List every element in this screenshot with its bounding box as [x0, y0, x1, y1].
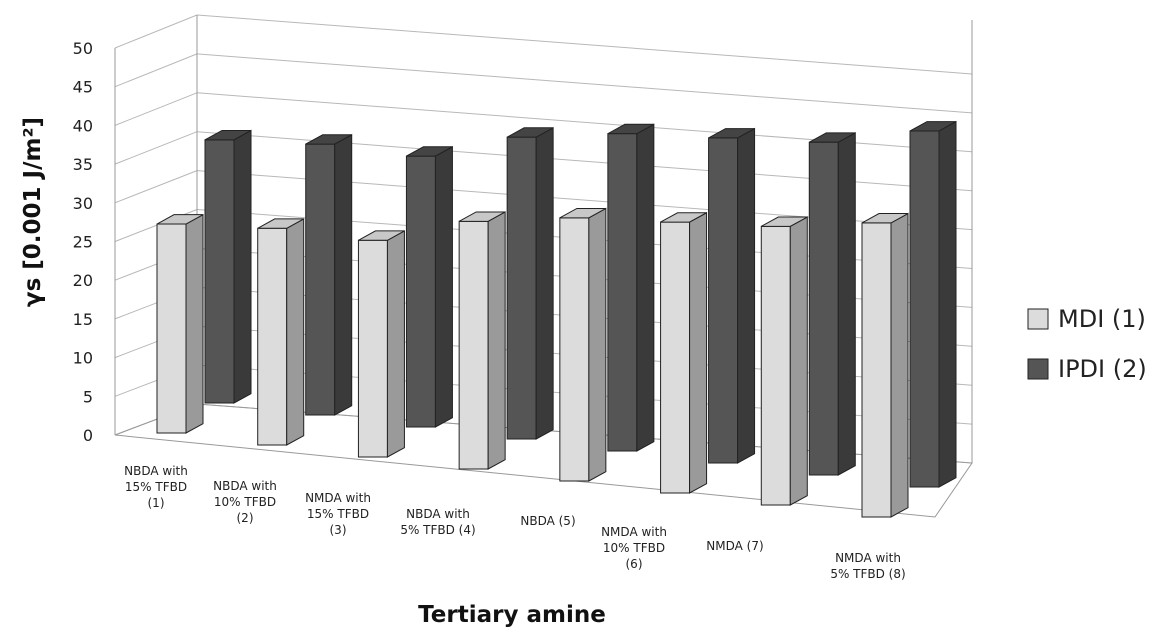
bar-mdi — [458, 211, 506, 470]
bar-ipdi — [506, 126, 554, 440]
x-tick-label: NMDA with 5% TFBD (8) — [830, 551, 905, 581]
gridline-side — [114, 131, 198, 165]
gridline-side — [114, 53, 198, 88]
y-tick-label: 20 — [73, 271, 93, 290]
bar-mdi — [861, 212, 909, 518]
x-tick-label: NBDA with 15% TFBD (1) — [124, 464, 188, 510]
gridline-side — [114, 14, 198, 49]
gridline-back — [196, 53, 973, 114]
y-tick-label: 10 — [73, 349, 93, 368]
bar-ipdi — [607, 123, 655, 452]
x-tick-label: NBDA with 5% TFBD (4) — [400, 507, 475, 537]
bar-mdi — [760, 216, 808, 506]
x-tick-label: NMDA (7) — [706, 539, 763, 553]
bar-mdi — [156, 213, 204, 434]
x-tick-label: NBDA with 10% TFBD (2) — [213, 479, 277, 525]
y-tick-label: 25 — [73, 233, 93, 252]
legend-label: IPDI (2) — [1058, 355, 1147, 383]
y-tick-label: 45 — [73, 78, 93, 97]
bar-ipdi — [405, 145, 453, 428]
y-tick-label: 15 — [73, 310, 93, 329]
y-tick-label: 40 — [73, 116, 93, 135]
bar-mdi — [559, 207, 607, 482]
gridline-side — [114, 170, 198, 204]
x-axis-labels: NBDA with 15% TFBD (1) NBDA with 10% TFBD (2)… — [124, 464, 906, 581]
x-axis-title: Tertiary amine — [418, 602, 606, 628]
bar-ipdi — [909, 120, 957, 488]
bar-ipdi — [708, 127, 756, 464]
y-tick-label: 5 — [83, 387, 93, 406]
bar-mdi — [660, 211, 708, 494]
y-tick-label: 0 — [83, 426, 93, 445]
y-tick-label: 30 — [73, 194, 93, 213]
bar-ipdi — [305, 133, 353, 416]
bars — [156, 120, 957, 518]
legend-swatch — [1027, 358, 1049, 380]
x-tick-label: NMDA with 15% TFBD (3) — [305, 491, 371, 537]
bar-mdi — [357, 230, 405, 458]
bar-ipdi — [808, 131, 856, 476]
y-tick-label: 50 — [73, 39, 93, 58]
y-tick-label: 35 — [73, 155, 93, 174]
legend-swatch — [1027, 308, 1049, 330]
legend-label: MDI (1) — [1058, 305, 1146, 333]
gridline-back — [196, 14, 973, 75]
bar-mdi — [257, 218, 305, 446]
x-tick-label: NMDA with 10% TFBD (6) — [601, 525, 667, 571]
y-axis-title: γs [0.001 J/m²] — [20, 117, 46, 307]
legend: MDI (1) IPDI (2) — [1027, 305, 1147, 383]
bar-ipdi — [204, 129, 252, 404]
x-tick-label: NBDA (5) — [520, 514, 575, 528]
gridline-side — [114, 92, 198, 126]
y-axis-ticks: 0 5 10 15 20 25 30 35 40 45 50 — [73, 39, 93, 445]
